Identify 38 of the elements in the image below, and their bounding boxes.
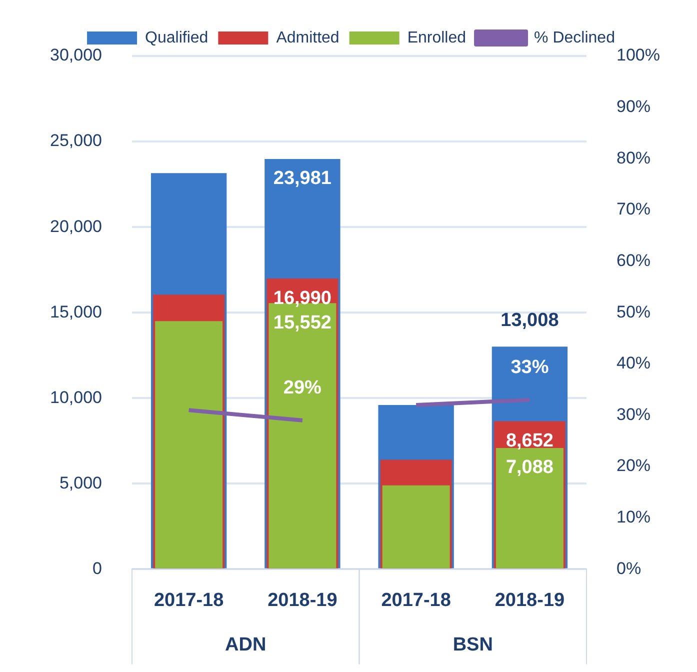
y-tick-label: 15,000	[50, 302, 102, 322]
x-tick-label: 2018-19	[494, 590, 565, 611]
bar	[496, 448, 564, 568]
data-label: 33%	[510, 357, 549, 378]
bar	[382, 485, 450, 568]
data-label: 7,088	[506, 457, 554, 478]
legend-label: Qualified	[145, 29, 208, 46]
x-tick-label: 2018-19	[268, 590, 338, 611]
data-label: 16,990	[273, 288, 332, 309]
y2-tick-label: 70%	[616, 200, 651, 219]
data-label: 29%	[283, 378, 322, 399]
text: ADN	[225, 634, 266, 656]
y2-tick-label: 90%	[616, 97, 651, 116]
y2-tick-label: 40%	[616, 354, 651, 373]
legend-label: Enrolled	[407, 29, 466, 46]
y-tick-label: 30,000	[50, 46, 102, 65]
y2-tick-label: 60%	[616, 250, 651, 270]
y-tick-label: 25,000	[50, 131, 102, 150]
x-tick-label: 2017-18	[381, 590, 451, 611]
data-label: 8,652	[506, 430, 554, 452]
y-tick-label: 20,000	[50, 216, 102, 236]
data-label: 23,981	[273, 168, 332, 190]
y2-tick-label: 50%	[616, 302, 651, 322]
y2-tick-label: 80%	[616, 148, 651, 168]
data-label: 13,008	[500, 310, 559, 331]
y-tick-label: 5,000	[59, 473, 102, 492]
y2-tick-label: 30%	[616, 404, 651, 424]
y2-tick-label: 10%	[616, 508, 651, 527]
legend-label: Admitted	[276, 29, 340, 46]
y-tick-label: 0	[92, 558, 102, 578]
y2-tick-label: 100%	[616, 46, 660, 65]
text: BSN	[452, 634, 493, 656]
y-tick-label: 10,000	[50, 388, 102, 407]
y2-tick-label: 0%	[616, 558, 642, 578]
data-label: 15,552	[273, 312, 332, 334]
y2-tick-label: 20%	[616, 456, 651, 476]
legend-label: % Declined	[534, 29, 615, 46]
x-tick-label: 2017-18	[154, 590, 224, 611]
